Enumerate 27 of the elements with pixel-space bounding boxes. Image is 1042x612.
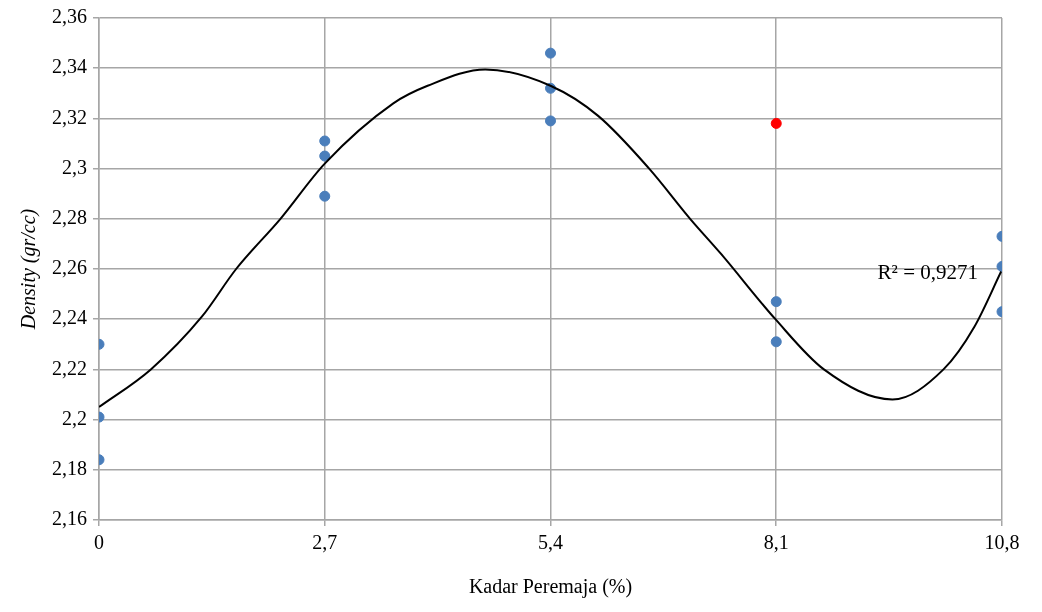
y-tick-label: 2,22 [52,356,87,379]
y-tick-label: 2,28 [52,206,87,229]
point [770,296,782,308]
y-tick-label: 2,26 [52,256,87,279]
x-tick-label: 2,7 [312,531,338,554]
y-tick-label: 2,24 [52,306,87,329]
y-tick-label: 2,36 [52,5,87,28]
point [545,115,556,127]
annotation: R² = 0,9271 [877,259,978,284]
x-tick-label: 10,8 [984,531,1020,554]
y-tick-label: 2,32 [52,105,87,128]
x-axis-title: Kadar Peremaja (%) [468,575,633,599]
point [319,150,331,162]
y-tick-label: 2,18 [52,457,87,480]
x-tick-label: 8,1 [763,531,789,554]
point [545,47,556,59]
y-tick-label: 2,3 [62,155,87,178]
point [319,190,331,202]
y-tick-label: 2,16 [52,507,87,530]
y-tick-label: 2,34 [52,55,87,78]
point [770,336,782,348]
point [319,135,331,147]
x-tick-label: 5,4 [538,531,563,554]
y-axis-title: Density (gr/cc) [17,208,41,331]
y-tick-label: 2,2 [62,406,87,429]
x-tick-label: 0 [94,531,104,554]
point [770,117,782,129]
